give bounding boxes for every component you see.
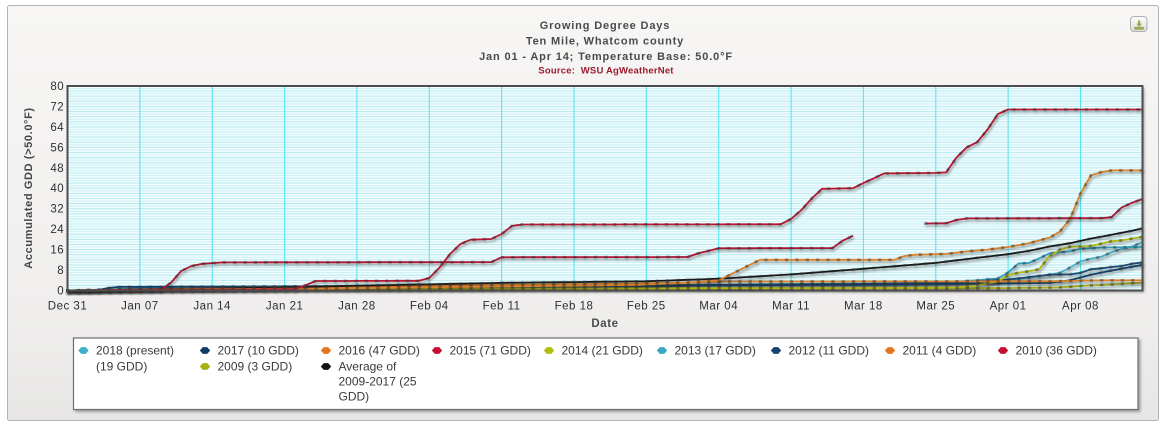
svg-text:Mar 18: Mar 18 bbox=[844, 301, 883, 313]
svg-text:Jan 28: Jan 28 bbox=[338, 301, 376, 313]
svg-text:Ten Mile, Whatcom county: Ten Mile, Whatcom county bbox=[526, 36, 684, 48]
svg-text:Jan 07: Jan 07 bbox=[121, 301, 159, 313]
svg-text:2010 (36 GDD): 2010 (36 GDD) bbox=[1016, 344, 1097, 358]
svg-text:72: 72 bbox=[50, 102, 64, 114]
svg-text:Feb 18: Feb 18 bbox=[555, 301, 594, 313]
svg-text:2017 (10 GDD): 2017 (10 GDD) bbox=[218, 344, 299, 358]
svg-text:2011 (4 GDD): 2011 (4 GDD) bbox=[903, 344, 977, 358]
svg-text:2015 (71 GDD): 2015 (71 GDD) bbox=[450, 344, 531, 358]
svg-text:64: 64 bbox=[50, 122, 64, 134]
svg-text:Growing Degree Days: Growing Degree Days bbox=[540, 20, 670, 32]
svg-text:Mar 11: Mar 11 bbox=[772, 301, 810, 313]
svg-text:Dec 31: Dec 31 bbox=[48, 301, 87, 313]
svg-text:Mar 04: Mar 04 bbox=[699, 301, 738, 313]
svg-text:(19 GDD): (19 GDD) bbox=[96, 360, 147, 374]
svg-text:2009 (3 GDD): 2009 (3 GDD) bbox=[218, 360, 293, 374]
svg-text:8: 8 bbox=[57, 265, 64, 277]
svg-text:80: 80 bbox=[50, 81, 64, 93]
svg-text:Feb 25: Feb 25 bbox=[627, 301, 666, 313]
svg-text:Date: Date bbox=[591, 318, 618, 330]
svg-text:Jan 01 - Apr 14; Temperature B: Jan 01 - Apr 14; Temperature Base: 50.0°… bbox=[479, 51, 733, 63]
svg-text:2018 (present): 2018 (present) bbox=[96, 344, 174, 358]
svg-text:56: 56 bbox=[50, 142, 64, 154]
svg-text:Jan 21: Jan 21 bbox=[266, 301, 304, 313]
svg-text:Feb 11: Feb 11 bbox=[483, 301, 521, 313]
svg-text:2012 (11 GDD): 2012 (11 GDD) bbox=[789, 344, 869, 358]
svg-text:2014 (21 GDD): 2014 (21 GDD) bbox=[562, 344, 643, 358]
svg-text:40: 40 bbox=[50, 183, 64, 195]
svg-text:Jan 14: Jan 14 bbox=[193, 301, 231, 313]
svg-text:2016 (47 GDD): 2016 (47 GDD) bbox=[339, 344, 420, 358]
svg-text:48: 48 bbox=[50, 163, 64, 175]
svg-text:Mar 25: Mar 25 bbox=[916, 301, 955, 313]
svg-text:Apr 01: Apr 01 bbox=[990, 301, 1027, 313]
svg-text:Source: WSU AgWeatherNet: Source: WSU AgWeatherNet bbox=[538, 66, 674, 77]
svg-text:GDD): GDD) bbox=[339, 390, 370, 404]
svg-text:2009-2017 (25: 2009-2017 (25 bbox=[339, 375, 417, 389]
svg-text:Average of: Average of bbox=[339, 360, 397, 374]
svg-text:Accumulated GDD (>50.0°F): Accumulated GDD (>50.0°F) bbox=[23, 107, 35, 268]
svg-text:24: 24 bbox=[50, 224, 64, 236]
svg-text:0: 0 bbox=[57, 286, 64, 298]
svg-text:2013 (17 GDD): 2013 (17 GDD) bbox=[675, 344, 756, 358]
svg-text:Feb 04: Feb 04 bbox=[410, 301, 449, 313]
svg-text:Apr 08: Apr 08 bbox=[1062, 301, 1099, 313]
svg-text:32: 32 bbox=[50, 204, 64, 216]
svg-text:16: 16 bbox=[50, 245, 64, 257]
